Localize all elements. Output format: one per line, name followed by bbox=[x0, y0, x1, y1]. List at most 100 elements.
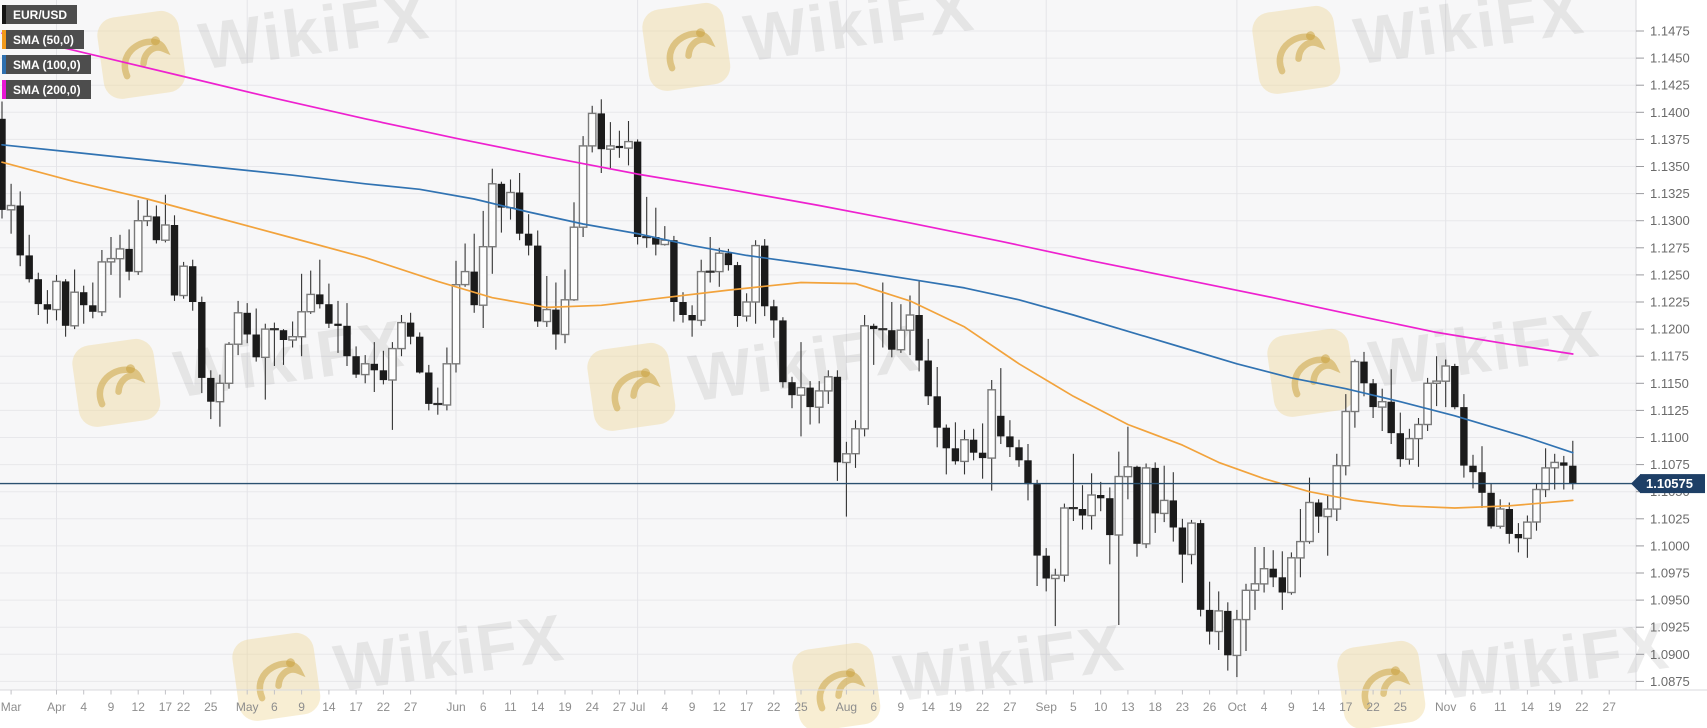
current-price-label: 1.10575 bbox=[1646, 476, 1693, 491]
svg-text:1.1375: 1.1375 bbox=[1650, 132, 1690, 147]
svg-text:18: 18 bbox=[1149, 700, 1163, 714]
legend-sma-200[interactable]: SMA (200,0) bbox=[2, 80, 91, 99]
svg-text:6: 6 bbox=[870, 700, 877, 714]
svg-text:1.1325: 1.1325 bbox=[1650, 186, 1690, 201]
svg-text:1.0975: 1.0975 bbox=[1650, 566, 1690, 581]
svg-text:14: 14 bbox=[1521, 700, 1535, 714]
svg-text:9: 9 bbox=[898, 700, 905, 714]
svg-text:19: 19 bbox=[1548, 700, 1562, 714]
svg-text:10: 10 bbox=[1094, 700, 1108, 714]
svg-text:1.1025: 1.1025 bbox=[1650, 511, 1690, 526]
svg-text:27: 27 bbox=[1603, 700, 1617, 714]
svg-text:1.1100: 1.1100 bbox=[1650, 430, 1689, 445]
legend-sma100-label: SMA (100,0) bbox=[13, 57, 81, 72]
svg-text:17: 17 bbox=[1339, 700, 1353, 714]
svg-text:17: 17 bbox=[349, 700, 363, 714]
svg-text:11: 11 bbox=[504, 700, 517, 714]
svg-text:19: 19 bbox=[558, 700, 572, 714]
svg-text:12: 12 bbox=[713, 700, 727, 714]
svg-text:24: 24 bbox=[586, 700, 600, 714]
svg-text:25: 25 bbox=[204, 700, 218, 714]
horizontal-gridlines bbox=[0, 30, 1636, 682]
svg-text:9: 9 bbox=[108, 700, 115, 714]
svg-text:25: 25 bbox=[794, 700, 808, 714]
svg-text:22: 22 bbox=[177, 700, 191, 714]
svg-text:17: 17 bbox=[159, 700, 173, 714]
svg-text:1.1350: 1.1350 bbox=[1650, 159, 1690, 174]
sma-100-line bbox=[1, 143, 1574, 454]
svg-text:22: 22 bbox=[1366, 700, 1380, 714]
svg-text:6: 6 bbox=[1470, 700, 1477, 714]
wikifx-logo-icon bbox=[1252, 5, 1341, 94]
svg-text:1.1000: 1.1000 bbox=[1650, 538, 1690, 553]
wikifx-logo-icon bbox=[1337, 640, 1426, 728]
sma-200-line bbox=[1, 32, 1574, 355]
svg-text:22: 22 bbox=[976, 700, 990, 714]
wikifx-logo-icon bbox=[642, 2, 731, 91]
legend-sma-100[interactable]: SMA (100,0) bbox=[2, 55, 91, 74]
sma-50-line bbox=[1, 161, 1574, 509]
svg-text:11: 11 bbox=[1494, 700, 1507, 714]
wikifx-logo-icon bbox=[792, 642, 881, 728]
svg-text:19: 19 bbox=[949, 700, 963, 714]
wikifx-logo-icon bbox=[232, 632, 321, 721]
svg-text:Sep: Sep bbox=[1036, 700, 1058, 714]
wikifx-logo-icon bbox=[97, 10, 186, 99]
svg-text:4: 4 bbox=[661, 700, 668, 714]
svg-text:1.1400: 1.1400 bbox=[1650, 105, 1690, 120]
svg-text:1.1275: 1.1275 bbox=[1650, 240, 1690, 255]
svg-text:22: 22 bbox=[1575, 700, 1589, 714]
legend-sma-50[interactable]: SMA (50,0) bbox=[2, 30, 84, 49]
svg-text:26: 26 bbox=[1203, 700, 1217, 714]
legend-pair-eurusd[interactable]: EUR/USD bbox=[2, 5, 78, 24]
svg-text:1.1075: 1.1075 bbox=[1650, 457, 1690, 472]
svg-text:1.0875: 1.0875 bbox=[1650, 674, 1690, 689]
svg-text:25: 25 bbox=[1394, 700, 1408, 714]
svg-text:6: 6 bbox=[480, 700, 487, 714]
svg-text:27: 27 bbox=[1003, 700, 1017, 714]
svg-text:1.1450: 1.1450 bbox=[1650, 51, 1690, 66]
svg-text:14: 14 bbox=[322, 700, 336, 714]
svg-text:Jun: Jun bbox=[446, 700, 465, 714]
svg-text:1.1225: 1.1225 bbox=[1650, 295, 1690, 310]
svg-text:14: 14 bbox=[531, 700, 545, 714]
svg-text:1.1175: 1.1175 bbox=[1650, 349, 1689, 364]
svg-text:May: May bbox=[236, 700, 259, 714]
svg-text:1.0900: 1.0900 bbox=[1650, 647, 1690, 662]
svg-text:Mar: Mar bbox=[1, 700, 22, 714]
svg-text:9: 9 bbox=[1288, 700, 1295, 714]
svg-text:13: 13 bbox=[1121, 700, 1135, 714]
svg-text:9: 9 bbox=[689, 700, 696, 714]
svg-text:Apr: Apr bbox=[47, 700, 66, 714]
svg-text:1.0925: 1.0925 bbox=[1650, 620, 1690, 635]
svg-text:4: 4 bbox=[1261, 700, 1268, 714]
svg-text:1.1125: 1.1125 bbox=[1650, 403, 1689, 418]
svg-text:22: 22 bbox=[767, 700, 781, 714]
svg-text:1.1425: 1.1425 bbox=[1650, 78, 1690, 93]
svg-text:4: 4 bbox=[80, 700, 87, 714]
indicator-legend: EUR/USD SMA (50,0) SMA (100,0) SMA (200,… bbox=[2, 5, 91, 99]
svg-text:5: 5 bbox=[1070, 700, 1077, 714]
svg-text:Aug: Aug bbox=[836, 700, 857, 714]
svg-text:27: 27 bbox=[613, 700, 627, 714]
svg-text:6: 6 bbox=[271, 700, 278, 714]
legend-sma200-label: SMA (200,0) bbox=[13, 82, 81, 97]
wikifx-logo-icon bbox=[587, 342, 676, 431]
candlestick-series bbox=[0, 99, 1577, 678]
svg-text:Nov: Nov bbox=[1435, 700, 1456, 714]
plot-area[interactable] bbox=[0, 0, 1636, 690]
svg-text:1.1250: 1.1250 bbox=[1650, 267, 1690, 282]
current-price-badge: 1.10575 bbox=[1631, 474, 1705, 494]
legend-pair-label: EUR/USD bbox=[13, 7, 68, 22]
svg-text:Oct: Oct bbox=[1228, 700, 1247, 714]
svg-text:1.1150: 1.1150 bbox=[1650, 376, 1689, 391]
svg-text:22: 22 bbox=[377, 700, 391, 714]
svg-text:Jul: Jul bbox=[630, 700, 645, 714]
svg-text:12: 12 bbox=[132, 700, 146, 714]
wikifx-logo-icon bbox=[1267, 328, 1356, 417]
svg-text:1.1475: 1.1475 bbox=[1650, 24, 1690, 39]
svg-text:14: 14 bbox=[1312, 700, 1326, 714]
svg-text:1.1300: 1.1300 bbox=[1650, 213, 1690, 228]
